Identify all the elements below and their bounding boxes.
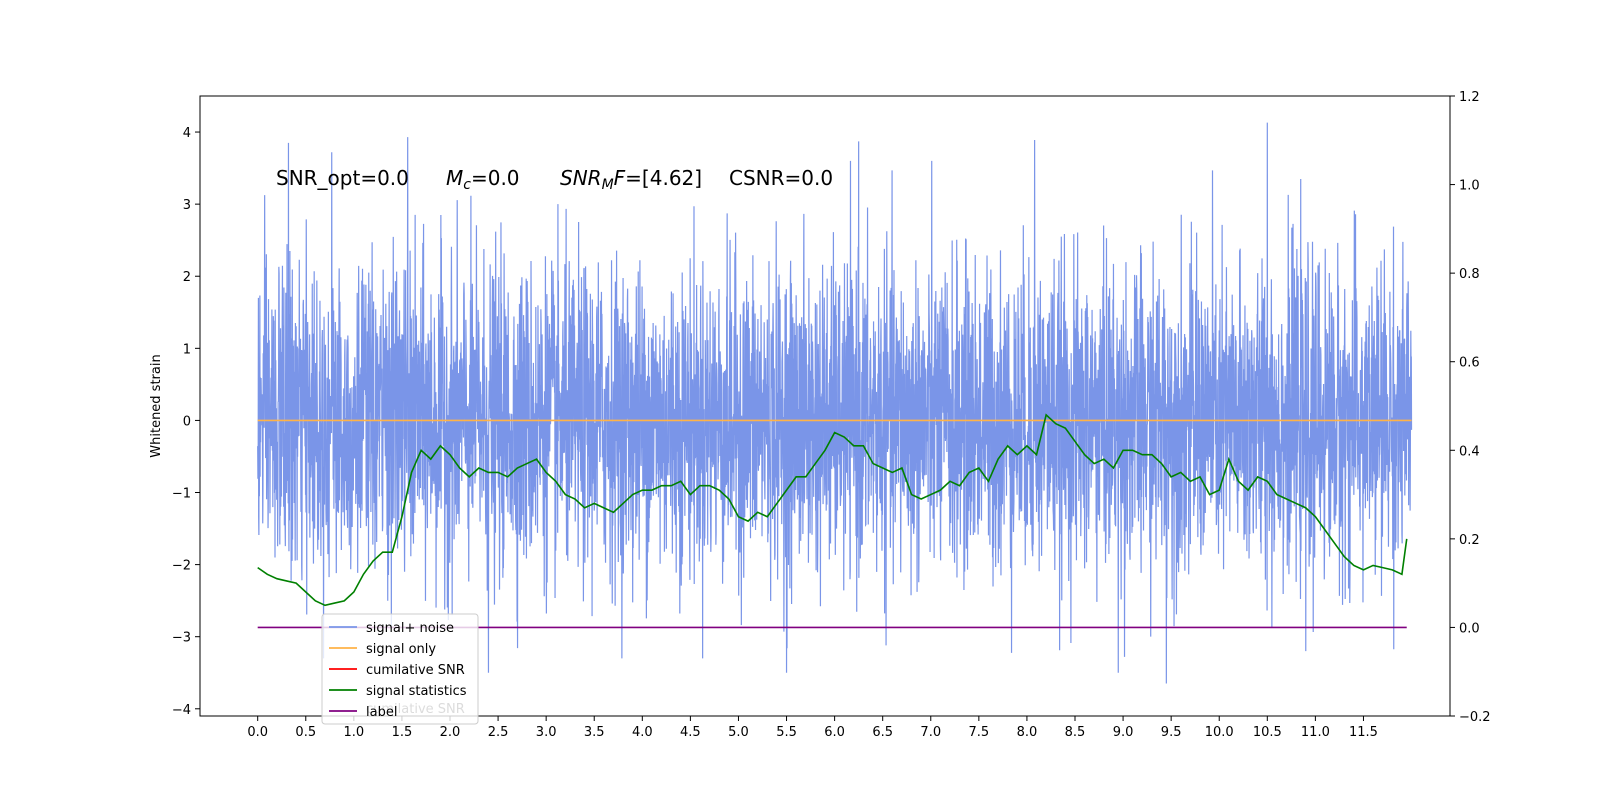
- snrmf-symbol: SNR: [560, 166, 602, 190]
- y-right-tick-label: 0.0: [1459, 621, 1480, 636]
- legend-label: signal+ noise: [366, 621, 454, 636]
- y-left-tick-label: −1: [172, 487, 191, 502]
- y-left-tick-label: 1: [183, 342, 191, 357]
- x-tick-label: 10.5: [1253, 725, 1282, 740]
- legend-ghost-text: cumilative SNR: [366, 702, 465, 717]
- series-signal-statistics-line: [257, 413, 1408, 607]
- x-tick-label: 2.0: [440, 725, 461, 740]
- y-left-tick-label: −2: [172, 559, 191, 574]
- legend: cumilative SNR signal+ noise signal only c…: [321, 613, 479, 725]
- x-tick-label: 9.5: [1161, 725, 1182, 740]
- y-right-tick-label: 1.2: [1459, 90, 1480, 105]
- y-left-tick-label: −3: [172, 631, 191, 646]
- y-left-tick-label: 4: [183, 126, 191, 141]
- x-tick-label: 11.0: [1301, 725, 1330, 740]
- x-tick-label: 10.0: [1205, 725, 1234, 740]
- y-right-tick-label: −0.2: [1459, 710, 1491, 725]
- csnr-text: CSNR=0.0: [729, 166, 833, 190]
- y-left-tick-label: −4: [172, 703, 191, 718]
- x-tick-label: 0.5: [295, 725, 316, 740]
- snr-opt-text: SNR_opt=0.0: [276, 166, 409, 190]
- x-tick-label: 0.0: [247, 725, 268, 740]
- series-signal-noise-line: [257, 122, 1413, 684]
- y-left-tick-label: 3: [183, 198, 191, 213]
- mc-subscript: c: [463, 177, 471, 193]
- mc-value: =0.0: [471, 166, 520, 190]
- x-tick-label: 3.0: [536, 725, 557, 740]
- x-tick-label: 7.0: [920, 725, 941, 740]
- mc-symbol: M: [446, 166, 463, 190]
- x-tick-label: 2.5: [488, 725, 509, 740]
- x-tick-label: 1.5: [392, 725, 413, 740]
- plot-area: [257, 122, 1413, 684]
- x-tick-label: 8.0: [1017, 725, 1038, 740]
- y-left-tick-label: 0: [183, 414, 191, 429]
- y-axis-right: −0.2 0.0 0.2 0.4 0.6 0.8 1.0 1.2: [1450, 90, 1491, 725]
- x-tick-label: 5.0: [728, 725, 749, 740]
- y-right-tick-label: 0.2: [1459, 533, 1480, 548]
- y-right-tick-label: 1.0: [1459, 179, 1480, 194]
- x-tick-label: 6.0: [824, 725, 845, 740]
- mc-text: Mc=0.0: [446, 166, 520, 193]
- snrmf-text: SNRMF=[4.62]: [560, 166, 702, 193]
- legend-box: [321, 613, 479, 725]
- x-tick-label: 7.5: [969, 725, 990, 740]
- x-tick-label: 5.5: [776, 725, 797, 740]
- x-tick-label: 11.5: [1349, 725, 1378, 740]
- x-tick-label: 9.0: [1113, 725, 1134, 740]
- x-tick-label: 8.5: [1065, 725, 1086, 740]
- x-tick-label: 6.5: [872, 725, 893, 740]
- y-right-tick-label: 0.8: [1459, 267, 1480, 282]
- legend-label: label: [366, 705, 397, 720]
- legend-label: signal statistics: [366, 684, 467, 699]
- x-tick-label: 4.0: [632, 725, 653, 740]
- legend-label: signal only: [366, 642, 436, 657]
- snr-annotation: SNR_opt=0.0 Mc=0.0 SNRMF=[4.62] CSNR=0.0: [276, 166, 833, 193]
- x-tick-label: 4.5: [680, 725, 701, 740]
- y-right-tick-label: 0.6: [1459, 356, 1480, 371]
- y-axis-left: −4 −3 −2 −1 0 1 2 3 4: [172, 126, 200, 718]
- axes-frame: [199, 95, 1451, 717]
- y-axis-left-label: Whitened strain: [149, 354, 164, 457]
- y-left-tick-label: 2: [183, 270, 191, 285]
- x-tick-label: 3.5: [584, 725, 605, 740]
- legend-label: cumilative SNR: [366, 663, 465, 678]
- snrmf-f: F: [614, 166, 626, 190]
- snrmf-subscript: M: [602, 177, 614, 193]
- snrmf-value: =[4.62]: [625, 166, 702, 190]
- x-tick-label: 1.0: [344, 725, 365, 740]
- x-axis: 0.0 0.5 1.0 1.5 2.0 2.5 3.0 3.5 4.0 4.5 5.0 5.5 6.0 6…: [247, 716, 1378, 740]
- y-right-tick-label: 0.4: [1459, 444, 1480, 459]
